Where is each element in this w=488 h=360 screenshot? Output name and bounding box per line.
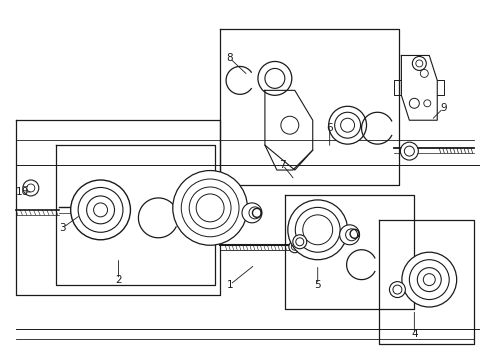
Ellipse shape bbox=[258, 62, 291, 95]
Text: 1: 1 bbox=[226, 280, 233, 289]
Text: 6: 6 bbox=[325, 123, 332, 133]
Ellipse shape bbox=[339, 225, 359, 245]
Text: 9: 9 bbox=[439, 103, 446, 113]
Text: 5: 5 bbox=[314, 280, 321, 289]
Ellipse shape bbox=[388, 282, 405, 298]
Text: 10: 10 bbox=[16, 187, 29, 197]
Text: 7: 7 bbox=[279, 160, 285, 170]
Text: 4: 4 bbox=[410, 329, 417, 339]
Ellipse shape bbox=[172, 171, 247, 245]
Ellipse shape bbox=[242, 203, 262, 223]
Text: 2: 2 bbox=[115, 275, 122, 285]
Text: 8: 8 bbox=[226, 54, 233, 63]
Ellipse shape bbox=[287, 200, 347, 260]
Ellipse shape bbox=[288, 241, 300, 253]
Text: 3: 3 bbox=[59, 223, 66, 233]
Ellipse shape bbox=[71, 180, 130, 240]
Ellipse shape bbox=[401, 252, 456, 307]
Ellipse shape bbox=[328, 106, 366, 144]
Ellipse shape bbox=[292, 235, 306, 249]
Ellipse shape bbox=[400, 142, 417, 160]
